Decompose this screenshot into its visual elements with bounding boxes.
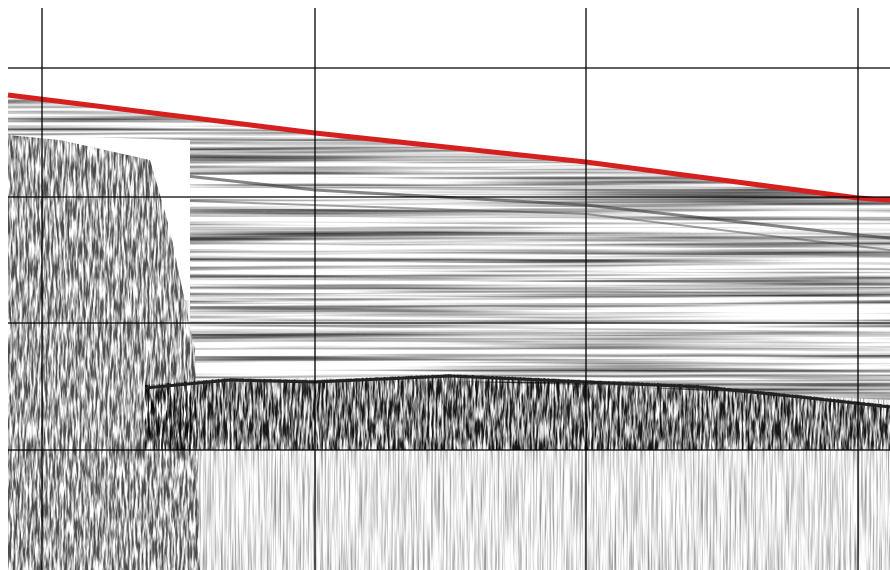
left-noise-zone bbox=[8, 130, 208, 570]
sub-bottom-profile bbox=[0, 0, 890, 570]
